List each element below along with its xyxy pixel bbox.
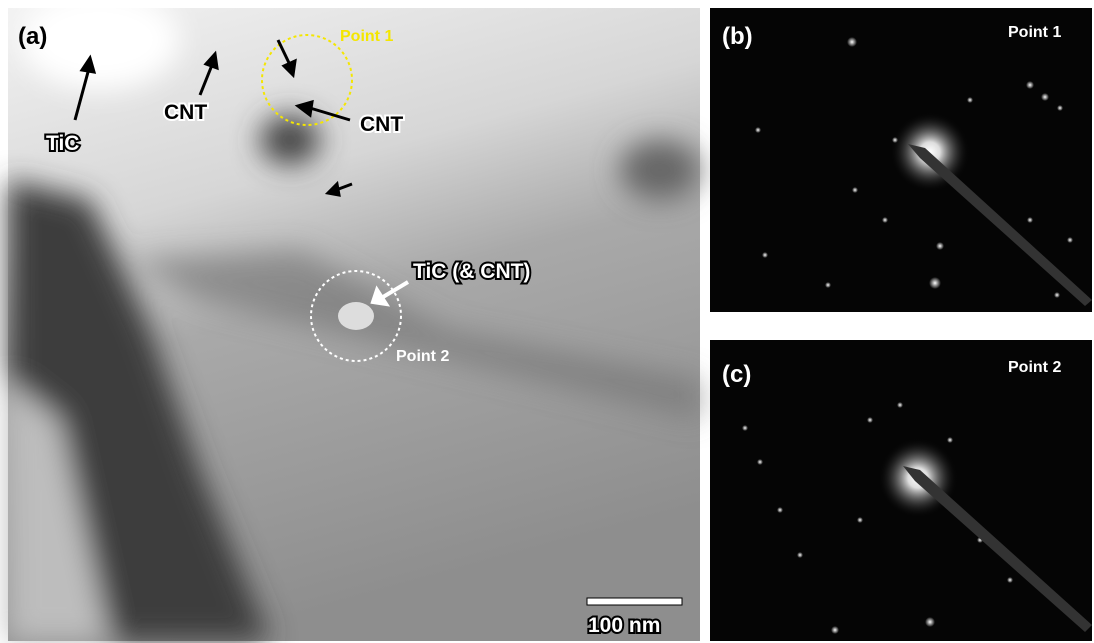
panel-c: (c) Point 2 xyxy=(710,340,1092,641)
annotation: CNT xyxy=(360,113,403,136)
point-label: Point 1 xyxy=(340,28,393,45)
point-label: Point 1 xyxy=(1008,24,1061,41)
figure: (a) Point 1 TiC CNT CNT TiC (& CNT) Poin… xyxy=(0,0,1094,643)
point-label: Point 2 xyxy=(396,348,449,365)
annotation: CNT xyxy=(164,101,207,124)
panel-a: (a) Point 1 TiC CNT CNT TiC (& CNT) Poin… xyxy=(8,0,700,641)
panel-label: (b) xyxy=(722,23,753,50)
panel-label: (c) xyxy=(722,361,751,388)
annotation: TiC xyxy=(46,132,79,155)
point-label: Point 2 xyxy=(1008,359,1061,376)
annotation: TiC (& CNT) xyxy=(413,260,530,283)
panel-b: (b) Point 1 xyxy=(710,8,1092,312)
scale-bar-label: 100 nm xyxy=(588,614,660,637)
panel-label: (a) xyxy=(18,23,47,50)
